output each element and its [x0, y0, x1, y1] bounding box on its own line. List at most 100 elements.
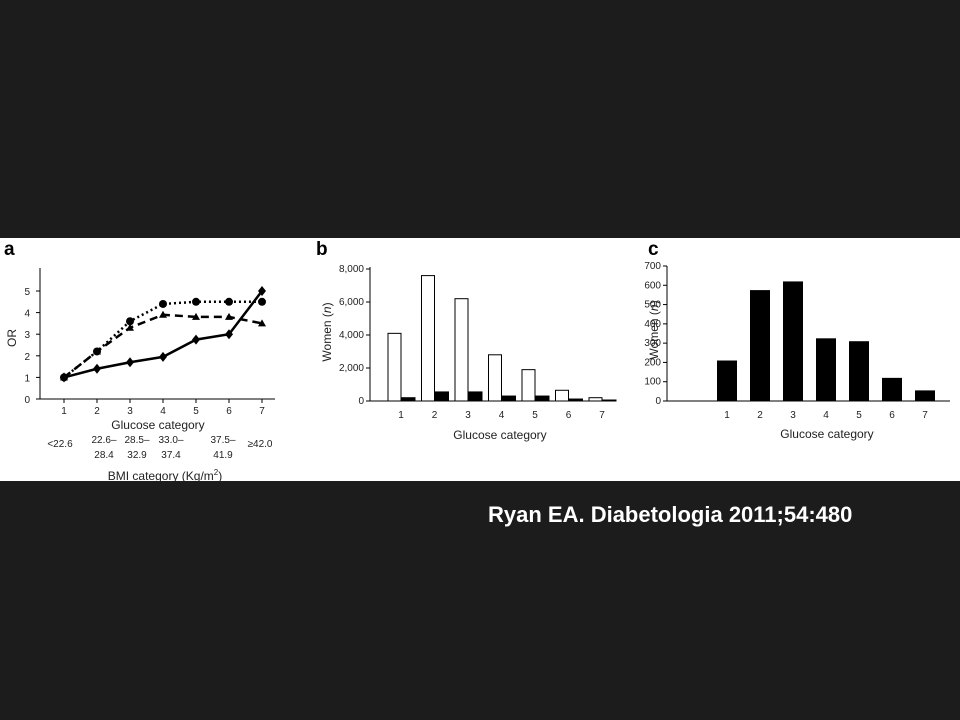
- panel-c-x-tick-label: 3: [790, 410, 796, 421]
- panel-b-chart: 0 2,000 4,000 6,000 8,000 1 2 3 4 5 6 7 Glucose cate…: [320, 264, 617, 442]
- panel-c-y-tick-label: 100: [644, 377, 661, 388]
- panel-c-y-title-main: Women (: [647, 311, 661, 359]
- panel-b-x-tick-label: 6: [566, 410, 572, 421]
- panel-c-bar: [717, 360, 737, 401]
- panel-b-bar-black: [602, 399, 617, 402]
- panel-b-y-title-main: Women (: [320, 313, 334, 361]
- panel-b-bar-white: [454, 298, 469, 402]
- panel-c-bar: [750, 290, 770, 401]
- panel-a-letter: a: [4, 239, 15, 260]
- panel-a-y-tick-label: 2: [24, 352, 30, 363]
- citation-text: Ryan EA. Diabetologia 2011;54:480: [488, 502, 853, 527]
- panel-b-bar-black: [569, 398, 583, 402]
- panel-a-triangle-point: [60, 373, 68, 381]
- panel-c-y-tick-label: 0: [655, 396, 661, 407]
- panel-a-bmi-range-bottom: 28.4: [94, 450, 114, 461]
- panel-c-bar: [783, 281, 803, 401]
- panel-a-circle-point: [192, 297, 200, 306]
- panel-a-circle-point: [126, 317, 134, 326]
- panel-c-x-tick-label: 7: [922, 410, 928, 421]
- panel-b-y-tick-label: 4,000: [339, 330, 364, 341]
- panel-b-bar-white: [387, 332, 402, 402]
- panel-a-chart: 0 1 2 3 4 5 1 2 3 4 5 6 7 Glucose category OR <22.6 22.6…: [5, 268, 275, 481]
- panel-a-triangle-point: [159, 310, 167, 318]
- panel-b-x-tick-label: 7: [599, 410, 605, 421]
- panel-a-x-tick-label: 5: [193, 406, 199, 417]
- panel-c-x-tick-label: 6: [889, 410, 895, 421]
- panel-a-diamond-point: [93, 363, 101, 374]
- panel-b-letter: b: [316, 239, 328, 260]
- panel-a-y-tick-label: 0: [24, 395, 30, 406]
- panel-b-bar-white: [488, 354, 502, 402]
- panel-a-triangle-point: [192, 312, 200, 320]
- panel-a-bmi-range-bottom: 41.9: [213, 450, 233, 461]
- panel-a-x-tick-label: 1: [61, 406, 67, 417]
- panel-b-bar-black: [468, 391, 483, 402]
- panel-b-y-axis-title: Women (n): [320, 302, 334, 361]
- panel-b-bar-white: [588, 397, 603, 402]
- panel-b-x-tick-label: 5: [532, 410, 538, 421]
- panel-a-y-tick-label: 5: [24, 287, 30, 298]
- panel-a-y-tick-label: 1: [24, 373, 30, 384]
- panel-c-x-tick-label: 4: [823, 410, 829, 421]
- panel-b-x-tick-label: 1: [398, 410, 404, 421]
- panel-a-triangle-point: [93, 347, 101, 355]
- panel-b-x-tick-label: 2: [432, 410, 438, 421]
- panel-b-y-tick-label: 0: [358, 396, 364, 407]
- panel-a-bmi-axis-title: BMI category (Kg/m2): [108, 468, 222, 481]
- panel-a-diamond-point: [258, 286, 266, 296]
- panel-a-diamond-point: [192, 334, 200, 345]
- panel-a-y-tick-label: 4: [24, 309, 30, 320]
- panel-a-y-tick-label: 3: [24, 330, 30, 341]
- panel-a-diamond-point: [225, 329, 233, 340]
- panel-c-y-tick-label: 300: [644, 338, 661, 349]
- panel-a-x-tick-label: 6: [226, 406, 232, 417]
- panel-a-bmi-axis-title-main: BMI category (Kg/m: [108, 469, 214, 481]
- panel-b-x-tick-label: 4: [499, 410, 505, 421]
- panel-a-triangle-point: [225, 312, 233, 320]
- panel-a-y-axis-title: OR: [5, 329, 19, 347]
- panel-c-bar: [816, 338, 836, 401]
- panel-b-bar-black: [502, 395, 516, 402]
- panel-c-x-axis-title: Glucose category: [780, 427, 873, 441]
- panel-a-triangle-point: [126, 323, 134, 331]
- panel-a-bmi-axis-title-sup: 2: [214, 468, 219, 477]
- panel-c-x-tick-label: 5: [856, 410, 862, 421]
- panel-a-bmi-range-bottom: 37.4: [161, 450, 181, 461]
- panel-c-letter: c: [648, 239, 659, 260]
- panel-c-bar: [882, 377, 902, 401]
- panel-c-bar: [849, 341, 869, 401]
- panel-c-y-tick-label: 400: [644, 319, 661, 330]
- panel-a-bmi-range-top: ≥42.0: [248, 439, 273, 450]
- panel-a-bmi-range-top: 22.6–: [91, 435, 116, 446]
- panel-b-y-tick-label: 2,000: [339, 363, 364, 374]
- panel-c-y-tick-label: 200: [644, 357, 661, 368]
- panel-c-y-title-italic: n: [647, 304, 661, 311]
- panel-c-y-title-close: ): [647, 300, 661, 304]
- panel-a-circle-point: [258, 297, 266, 306]
- panel-a-diamond-point: [126, 357, 134, 368]
- panel-c-y-tick-label: 600: [644, 280, 661, 291]
- panel-a-x-tick-label: 7: [259, 406, 265, 417]
- panel-c-y-axis-title: Women (n): [647, 300, 661, 359]
- panel-b-x-tick-label: 3: [465, 410, 471, 421]
- panel-a-x-tick-label: 4: [160, 406, 166, 417]
- panel-b-bar-black: [401, 397, 416, 402]
- panel-b-y-title-close: ): [320, 302, 334, 306]
- panel-b-bar-black: [435, 391, 449, 402]
- panel-a-x-tick-label: 2: [94, 406, 100, 417]
- panel-b-x-axis-title: Glucose category: [453, 428, 546, 442]
- panel-c-y-tick-label: 500: [644, 300, 661, 311]
- panel-a-x-tick-label: 3: [127, 406, 133, 417]
- panel-a-bmi-range-top: <22.6: [47, 439, 73, 450]
- panel-b-bar-white: [521, 369, 536, 402]
- panel-c-bar: [915, 390, 935, 401]
- panel-b-bar-white: [421, 275, 435, 402]
- panel-b-y-title-italic: n: [320, 306, 334, 313]
- panel-b-bar-white: [555, 389, 569, 402]
- figure-panel: a 0 1 2 3 4 5 1 2 3 4 5 6 7 Glucose category OR <22.6 22.…: [0, 238, 960, 481]
- panel-b-bar-black: [535, 395, 550, 402]
- panel-a-bmi-range-top: 28.5–: [124, 435, 149, 446]
- panel-b-y-tick-label: 6,000: [339, 297, 364, 308]
- panel-a-triangle-point: [258, 319, 266, 327]
